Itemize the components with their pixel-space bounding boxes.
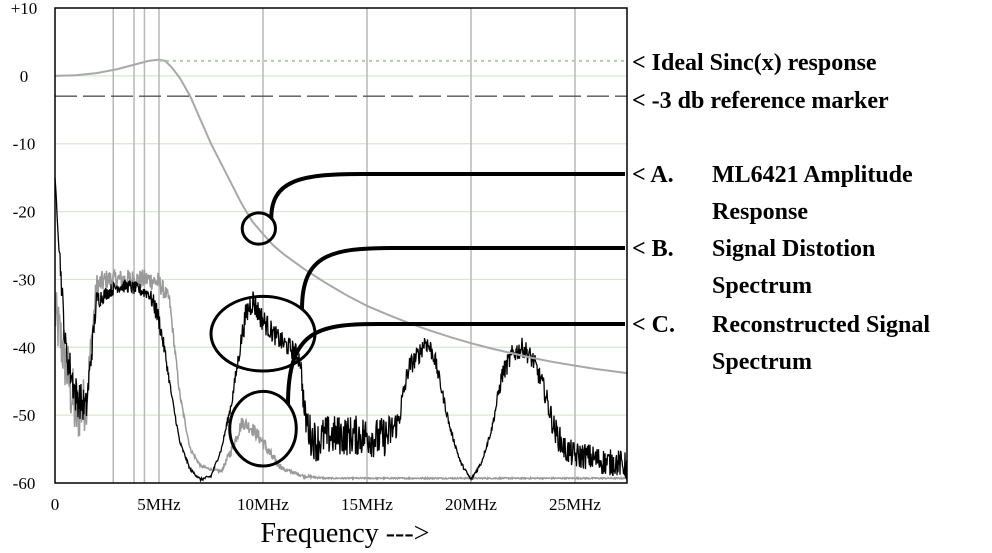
annotation-c-text: Spectrum <box>712 349 812 375</box>
grid-layer <box>55 8 627 483</box>
x-axis-title: Frequency ---> <box>261 518 430 548</box>
distortion-spectrum-line <box>54 177 628 483</box>
annotation-a-text: Response <box>712 199 808 225</box>
series-layer <box>54 58 628 483</box>
annotation-a-text: ML6421 Amplitude <box>712 162 913 188</box>
annotation-c-circle <box>228 389 298 468</box>
y-tick-label: +10 <box>11 0 38 18</box>
annotation-reference-marker: < -3 db reference marker <box>632 88 889 114</box>
x-tick-label: 20MHz <box>445 495 497 514</box>
x-tick-label: 0 <box>51 495 60 514</box>
annotation-b-marker: < B. <box>632 236 674 262</box>
annotation-c-text: Reconstructed Signal <box>712 312 930 338</box>
annotation-b-leader-line <box>300 246 625 310</box>
reconstructed-spectrum-line <box>54 269 628 481</box>
annotation-b-text: Spectrum <box>712 273 812 299</box>
x-tick-label: 5MHz <box>137 495 181 514</box>
x-tick-label: 25MHz <box>549 495 601 514</box>
y-tick-label: -50 <box>13 406 36 425</box>
amplitude-response-line <box>54 58 628 375</box>
annotation-a-leader-line <box>269 172 625 219</box>
annotation-b-text: Signal Distotion <box>712 236 875 262</box>
y-tick-label: -40 <box>13 338 36 357</box>
annotation-layer: < Ideal Sinc(x) response < -3 db referenc… <box>209 50 930 468</box>
annotation-c-marker: < C. <box>632 312 675 338</box>
annotation-c-leader-line <box>286 322 625 405</box>
y-tick-label: -20 <box>13 203 36 222</box>
y-tick-label: -30 <box>13 270 36 289</box>
plot-frame <box>54 7 628 484</box>
tick-label-layer: +10 0 -10 -20 -30 -40 -50 -60 0 5MHz 10MHz 15MHz 20M… <box>11 0 602 514</box>
annotation-a-circle <box>240 211 277 246</box>
x-tick-label: 15MHz <box>341 495 393 514</box>
y-tick-label: -60 <box>13 474 36 493</box>
y-tick-label: -10 <box>13 135 36 154</box>
plot-frame-layer <box>54 7 628 484</box>
annotation-ideal-sinc: < Ideal Sinc(x) response <box>632 50 877 76</box>
x-tick-label: 10MHz <box>237 495 289 514</box>
y-tick-label: 0 <box>20 67 29 86</box>
annotation-a-marker: < A. <box>632 162 674 188</box>
